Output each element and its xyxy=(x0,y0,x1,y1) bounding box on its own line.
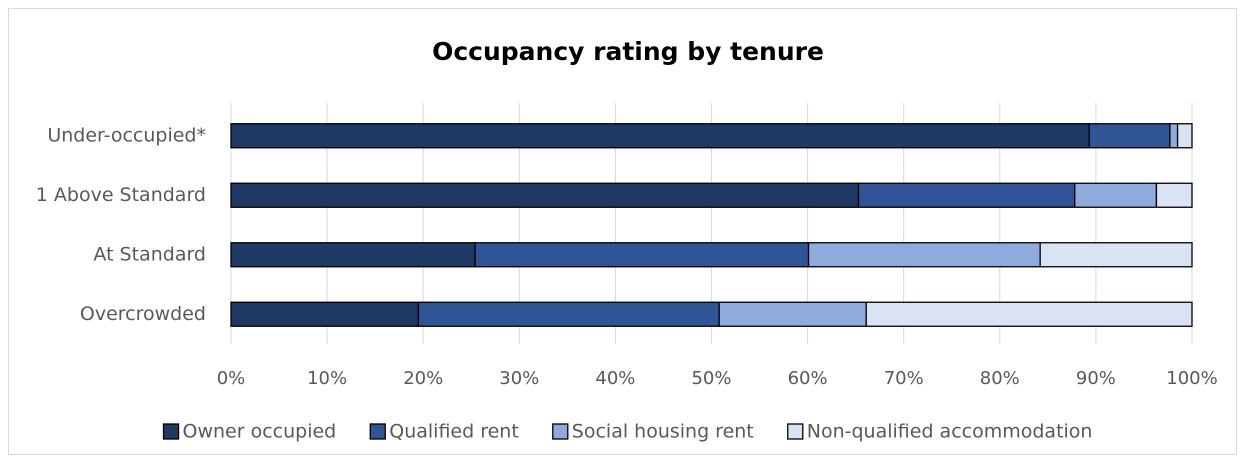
legend-label: Owner occupied xyxy=(183,421,337,443)
x-tick-label: 80% xyxy=(980,368,1020,389)
bar xyxy=(1074,182,1158,208)
x-tick-label: 90% xyxy=(1076,368,1116,389)
chart-frame xyxy=(8,8,1237,455)
bar xyxy=(1039,242,1193,268)
bar xyxy=(474,242,810,268)
x-tick-label: 40% xyxy=(595,368,635,389)
bar xyxy=(230,123,1090,149)
x-tick-label: 100% xyxy=(1166,368,1217,389)
y-tick-label: 1 Above Standard xyxy=(36,184,206,206)
legend-label: Non-qualified accommodation xyxy=(807,421,1093,443)
chart-title: Occupancy rating by tenure xyxy=(432,37,824,66)
bar xyxy=(1088,123,1171,149)
x-tick-label: 20% xyxy=(403,368,443,389)
legend-swatch xyxy=(787,423,804,440)
x-tick-label: 70% xyxy=(884,368,924,389)
x-tick-label: 50% xyxy=(691,368,731,389)
bar xyxy=(718,301,867,327)
legend-label: Social housing rent xyxy=(572,421,754,443)
x-tick-label: 10% xyxy=(307,368,347,389)
bar xyxy=(417,301,720,327)
x-tick-label: 60% xyxy=(788,368,828,389)
x-tick-label: 30% xyxy=(499,368,539,389)
legend-label: Qualified rent xyxy=(389,421,519,443)
legend-swatch xyxy=(369,423,386,440)
x-tick-label: 0% xyxy=(217,368,246,389)
legend-swatch xyxy=(162,423,180,440)
bar xyxy=(230,242,476,268)
legend-swatch xyxy=(552,423,569,440)
bar xyxy=(1169,123,1179,149)
bar xyxy=(1155,182,1193,208)
y-tick-label: Under-occupied* xyxy=(47,124,206,146)
bar xyxy=(865,301,1193,327)
bar xyxy=(1176,123,1193,149)
y-tick-label: At Standard xyxy=(93,243,206,265)
y-tick-label: Overcrowded xyxy=(80,303,206,325)
bar xyxy=(807,242,1041,268)
bar xyxy=(230,182,860,208)
bar xyxy=(230,301,420,327)
bar xyxy=(857,182,1076,208)
